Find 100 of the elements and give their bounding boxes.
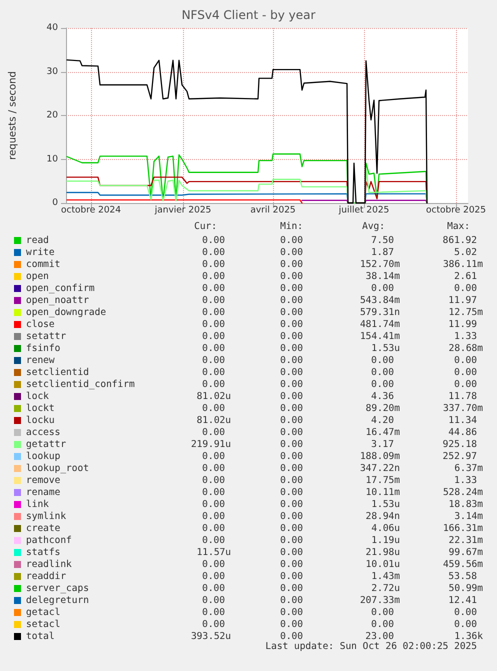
text: 18.83m — [448, 499, 483, 511]
text: 0.00 — [280, 283, 303, 295]
text: 11.78 — [448, 391, 477, 403]
text: 0.00 — [202, 499, 225, 511]
text: 0.00 — [202, 475, 225, 487]
text: 0.00 — [202, 487, 225, 499]
text: 0.00 — [454, 607, 477, 619]
text: 0.00 — [202, 367, 225, 379]
x-tick-label: janvier 2025 — [154, 206, 212, 216]
text: 0.00 — [280, 319, 303, 331]
legend-label: setclientid — [26, 367, 89, 379]
text: Avg: — [362, 221, 385, 233]
text: 0.00 — [280, 523, 303, 535]
text: 28.68m — [448, 343, 483, 355]
text: 11.57u — [196, 547, 231, 559]
text: 154.41m — [360, 331, 400, 343]
text: 0.00 — [371, 607, 394, 619]
text: 0.00 — [280, 247, 303, 259]
text: 481.74m — [360, 319, 400, 331]
legend-label: read — [26, 235, 49, 247]
legend-label: create — [26, 523, 60, 535]
y-tick-label: 0 — [52, 198, 58, 208]
text: 0.00 — [280, 271, 303, 283]
text: 12.41 — [448, 595, 477, 607]
text: 0.00 — [280, 259, 303, 271]
text: 393.52u — [190, 631, 231, 643]
text: 0.00 — [280, 511, 303, 523]
text: 7.50 — [371, 235, 394, 247]
text: 0.00 — [202, 619, 225, 631]
text: 50.99m — [448, 583, 483, 595]
text: 81.02u — [196, 391, 231, 403]
text: 0.00 — [280, 583, 303, 595]
text: 459.56m — [442, 559, 483, 571]
text: 1.33 — [454, 475, 477, 487]
text: 0.00 — [280, 451, 303, 463]
text: 207.33m — [360, 595, 400, 607]
legend-label: server_caps — [26, 583, 89, 595]
text: 0.00 — [202, 511, 225, 523]
text: 0.00 — [202, 607, 225, 619]
legend-label: lookup_root — [26, 463, 89, 475]
text: 6.37m — [454, 463, 483, 475]
legend-label: setclientid_confirm — [26, 379, 135, 391]
x-tick-label: avril 2025 — [250, 206, 296, 216]
text: 0.00 — [280, 535, 303, 547]
text: 0.00 — [371, 367, 394, 379]
text: 0.00 — [280, 595, 303, 607]
text: 0.00 — [280, 379, 303, 391]
x-tick-label: juillet 2025 — [338, 206, 390, 216]
text: 0.00 — [202, 355, 225, 367]
legend-label: locku — [26, 415, 55, 427]
text: 0.00 — [202, 523, 225, 535]
text: 0.00 — [371, 619, 394, 631]
text: 11.34 — [448, 415, 477, 427]
text: 252.97 — [442, 451, 477, 463]
text: 0.00 — [280, 295, 303, 307]
y-tick-label: 10 — [46, 154, 58, 164]
text: 0.00 — [202, 583, 225, 595]
text: 23.00 — [365, 631, 394, 642]
text: 0.00 — [280, 235, 303, 247]
text: 0.00 — [202, 427, 225, 439]
chart-title: NFSv4 Client - by year — [182, 8, 316, 22]
text: 219.91u — [190, 439, 231, 451]
legend-label: fsinfo — [26, 343, 60, 355]
legend-label: open_confirm — [26, 283, 95, 295]
legend-label: getattr — [26, 439, 66, 451]
text: 0.00 — [202, 283, 225, 295]
text: 0.00 — [371, 355, 394, 367]
text: 16.47m — [366, 427, 400, 439]
text: 0.00 — [202, 451, 225, 463]
legend-label: rename — [26, 487, 60, 499]
text: 22.31m — [448, 535, 483, 547]
text: 0.00 — [202, 463, 225, 475]
text: 0.00 — [280, 355, 303, 367]
text: 0.00 — [202, 259, 225, 271]
text: 0.00 — [202, 247, 225, 259]
text: 0.00 — [280, 619, 303, 631]
legend-label: remove — [26, 475, 60, 487]
text: 0.00 — [371, 379, 394, 391]
text: 44.86 — [448, 427, 477, 439]
text: 53.58 — [448, 571, 477, 583]
text: 1.53u — [371, 499, 400, 511]
text: 347.22n — [360, 463, 400, 475]
legend-label: write — [26, 247, 55, 259]
text: 0.00 — [202, 379, 225, 391]
text: 3.17 — [371, 439, 394, 451]
text: 28.94n — [366, 511, 400, 523]
text: 0.00 — [202, 331, 225, 343]
legend-label: total — [26, 631, 55, 643]
text: 3.14m — [454, 511, 483, 523]
legend-label: open_downgrade — [26, 307, 106, 319]
text: 0.00 — [202, 403, 225, 415]
text: 0.00 — [280, 307, 303, 319]
text: 89.20m — [366, 403, 400, 415]
text: 0.00 — [280, 331, 303, 343]
text: 1.33 — [454, 331, 477, 343]
text: 0.00 — [280, 631, 303, 642]
text: 0.00 — [454, 283, 477, 295]
text: 4.36 — [371, 391, 394, 403]
text: 0.00 — [280, 547, 303, 559]
legend-label: lockt — [26, 403, 55, 415]
